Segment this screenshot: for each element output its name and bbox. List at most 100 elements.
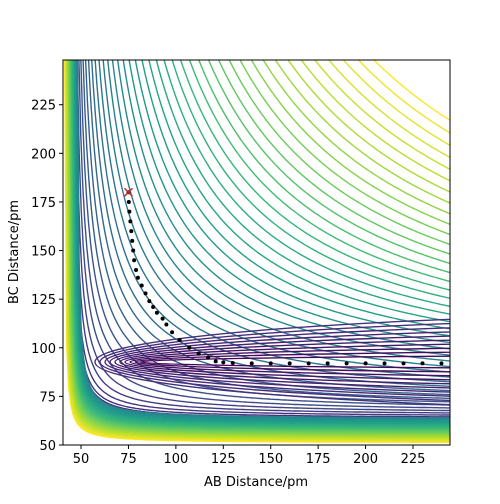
trajectory-point — [127, 209, 132, 214]
contour-line — [134, 60, 450, 337]
trajectory-point — [268, 361, 273, 366]
contour-line — [104, 327, 450, 397]
contour-line — [342, 60, 450, 147]
contour-line — [300, 60, 450, 182]
contour-line — [163, 60, 450, 308]
contour-line — [74, 60, 450, 424]
y-tick-label: 100 — [31, 342, 56, 357]
contour-line — [287, 60, 450, 193]
contour-line — [66, 60, 450, 438]
contour-line — [198, 60, 450, 274]
trajectory-point — [147, 299, 152, 304]
contour-line — [72, 60, 450, 427]
x-tick-label: 175 — [306, 452, 331, 467]
x-tick-label: 50 — [73, 452, 90, 467]
trajectory-point — [134, 268, 139, 272]
contour-line — [66, 60, 450, 439]
contour-line — [68, 60, 450, 434]
contour-line — [65, 60, 450, 441]
contour-line — [274, 60, 450, 204]
trajectory-point — [382, 361, 387, 366]
trajectory-point — [131, 248, 136, 253]
contour-line — [148, 60, 450, 323]
trajectory-point — [154, 310, 159, 315]
trajectory — [123, 187, 444, 366]
contour-line — [124, 343, 450, 381]
contour-line — [134, 351, 450, 373]
contour-line — [372, 60, 450, 122]
contour-line — [314, 60, 450, 171]
contour-line — [228, 60, 450, 246]
contour-line — [357, 60, 450, 134]
contour-line — [91, 60, 450, 388]
trajectory-point — [129, 229, 134, 234]
trajectory-point — [151, 304, 156, 309]
x-tick-label: 75 — [120, 452, 137, 467]
trajectory-point — [420, 361, 425, 366]
contour-line — [217, 60, 450, 255]
contour-line — [64, 60, 450, 443]
start-marker — [123, 187, 133, 197]
contour-line — [171, 60, 450, 300]
contour-line — [70, 60, 450, 431]
contour-line — [98, 60, 450, 378]
contour-line — [94, 318, 450, 406]
contour-line — [65, 60, 450, 440]
contour-line — [129, 347, 450, 377]
y-tick-label: 200 — [31, 147, 56, 162]
trajectory-point — [170, 330, 175, 335]
contour-line — [76, 60, 450, 409]
contour-line — [67, 60, 450, 437]
contour-line — [179, 60, 450, 291]
contour-line — [99, 322, 450, 402]
x-tick-label: 200 — [353, 452, 378, 467]
contour-line — [141, 60, 450, 330]
contour-line — [69, 60, 450, 432]
contour-line — [109, 331, 450, 393]
contour-line — [71, 60, 450, 429]
trajectory-point — [287, 361, 292, 366]
trajectory-point — [363, 361, 368, 366]
contour-line — [73, 60, 450, 426]
y-axis-label: BC Distance/pm — [7, 200, 22, 304]
x-tick-label: 150 — [258, 452, 283, 467]
contour-line — [75, 60, 450, 422]
trajectory-point — [139, 283, 144, 288]
contour-line — [76, 60, 450, 419]
y-tick-label: 175 — [31, 196, 56, 211]
contour-line — [73, 60, 450, 416]
trajectory-point — [196, 351, 201, 356]
contour-line — [64, 60, 450, 443]
y-tick-label: 225 — [31, 99, 56, 114]
contour-line — [119, 339, 450, 385]
trajectory-point — [230, 360, 235, 365]
trajectory-point — [439, 361, 444, 366]
contour-line — [155, 60, 450, 315]
contour-line — [114, 335, 450, 389]
trajectory-point — [325, 361, 330, 366]
trajectory-point — [206, 355, 211, 360]
contour-line — [75, 60, 450, 412]
trajectory-point — [128, 219, 133, 224]
x-tick-label: 100 — [163, 452, 188, 467]
y-tick-label: 125 — [31, 293, 56, 308]
contour-background — [64, 60, 450, 443]
contour-line — [87, 60, 450, 392]
contour-line — [239, 60, 450, 236]
contour-line — [128, 60, 450, 344]
plot-frame — [62, 59, 451, 446]
trajectory-point — [187, 345, 192, 350]
contour-line — [70, 60, 450, 430]
contour-line — [71, 60, 450, 428]
contour-line — [73, 60, 450, 418]
contour-line — [107, 60, 450, 368]
contour-line — [67, 60, 450, 436]
contour-line — [68, 60, 450, 435]
trajectory-point — [306, 361, 311, 366]
contour-line — [76, 60, 450, 420]
x-tick-label: 125 — [211, 452, 236, 467]
contour-line — [188, 60, 450, 283]
contour-line — [69, 60, 450, 433]
trajectory-point — [130, 238, 135, 243]
